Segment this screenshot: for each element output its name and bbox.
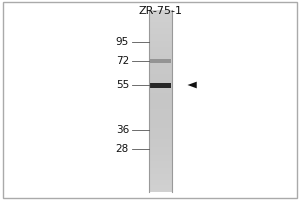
Bar [150,59,171,63]
Text: 95: 95 [116,37,129,47]
Text: 72: 72 [116,56,129,66]
Text: 28: 28 [116,144,129,154]
Bar [150,82,172,88]
Polygon shape [188,82,197,88]
Text: ZR-75-1: ZR-75-1 [139,6,182,16]
Text: 55: 55 [116,80,129,90]
Text: 36: 36 [116,125,129,135]
